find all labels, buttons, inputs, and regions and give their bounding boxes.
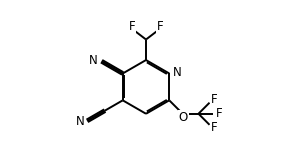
Text: N: N: [76, 115, 84, 128]
Text: F: F: [211, 121, 218, 134]
Text: F: F: [216, 107, 223, 120]
Text: F: F: [211, 93, 218, 106]
Text: N: N: [89, 54, 98, 67]
Text: N: N: [173, 66, 182, 79]
Text: F: F: [128, 20, 135, 33]
Text: F: F: [157, 20, 164, 33]
Text: O: O: [179, 111, 188, 124]
